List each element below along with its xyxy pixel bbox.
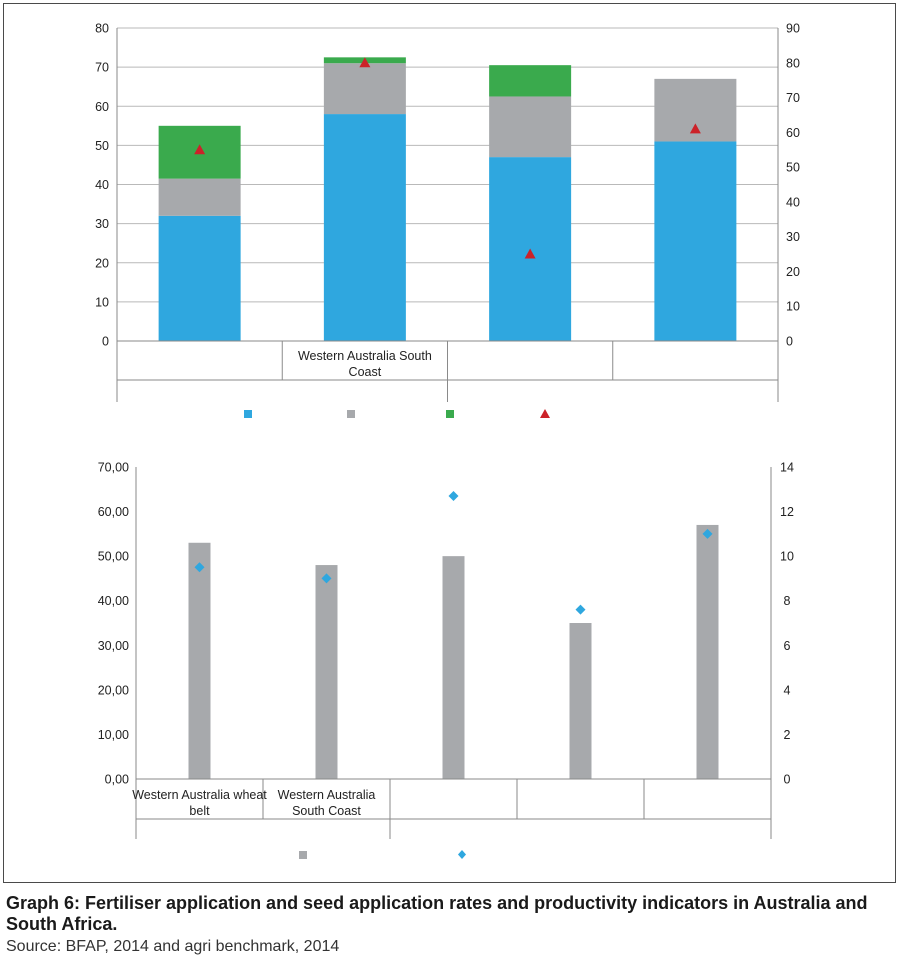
n-application-bar [654,141,737,341]
y2-tick-label: 20 [786,265,800,279]
y2-tick-label: 14 [780,461,794,475]
technical-productivity-bar [188,542,211,779]
economic-productivity-marker [575,604,586,615]
y2-tick-label: 30 [786,230,800,244]
y2-tick-label: 10 [786,300,800,314]
y-tick-label: 80 [95,22,109,36]
p-application-bar [323,63,406,115]
y2-tick-label: 0 [784,773,791,787]
y2-tick-label: 90 [786,22,800,36]
y-tick-label: 10,00 [98,728,129,742]
y-tick-label: 30,00 [98,639,129,653]
category-label: Western Australia wheat belt [132,788,267,818]
economic-productivity-marker [194,562,205,573]
y-tick-label: 0 [102,335,109,349]
legend-swatch-economic [458,850,466,859]
y2-tick-label: 2 [784,728,791,742]
economic-productivity-marker [321,573,332,584]
k-application-bar [489,65,572,97]
y-tick-label: 50 [95,139,109,153]
technical-productivity-bar [442,556,465,779]
y-tick-label: 0,00 [105,773,129,787]
y-tick-label: 10 [95,295,109,309]
y2-tick-label: 50 [786,161,800,175]
fertiliser-seed-chart: 0 10 20 30 40 50 60 70 80 0 10 20 30 40 50 60 70 80 90 West… [95,22,800,418]
y-tick-label: 50,00 [98,550,129,564]
technical-productivity-bar [315,565,338,779]
legend-swatch-technical [299,851,307,859]
y-tick-label: 40,00 [98,594,129,608]
caption-source: Source: BFAP, 2014 and agri benchmark, 2… [6,938,340,955]
y2-tick-label: 12 [780,505,794,519]
economic-productivity-marker [702,528,713,539]
legend-swatch-p [347,410,355,418]
y2-tick-label: 0 [786,335,793,349]
p-application-bar [158,178,241,216]
y-tick-label: 20 [95,256,109,270]
y2-tick-label: 4 [784,683,791,697]
n-application-bar [323,114,406,341]
y-tick-label: 70 [95,61,109,75]
legend-swatch-n [244,410,252,418]
y2-tick-label: 60 [786,126,800,140]
y-tick-label: 40 [95,178,109,192]
y-tick-label: 20,00 [98,683,129,697]
p-application-bar [489,96,572,158]
y2-tick-label: 8 [784,594,791,608]
y2-tick-label: 40 [786,195,800,209]
y-tick-label: 60 [95,100,109,114]
n-application-bar [158,215,241,341]
y2-tick-label: 70 [786,91,800,105]
figure-frame [3,3,896,883]
technical-productivity-bar [569,623,592,779]
y2-tick-label: 80 [786,56,800,70]
seed-application-marker [359,57,371,68]
category-label: Western Australia South Coast [298,349,432,379]
legend-swatch-seed [540,409,550,418]
y2-tick-label: 10 [780,550,794,564]
y2-tick-label: 6 [784,639,791,653]
productivity-chart: 0,00 10,00 20,00 30,00 40,00 50,00 60,00 70,00 0… [98,461,794,859]
caption: Graph 6: Fertiliser application and seed… [6,893,896,957]
seed-application-marker [689,123,701,134]
economic-productivity-marker [448,490,459,501]
seed-application-marker [524,248,536,259]
y-tick-label: 60,00 [98,505,129,519]
caption-title: Graph 6: Fertiliser application and seed… [6,893,868,934]
seed-application-marker [194,144,206,155]
category-label: Western Australia South Coast [278,788,376,818]
legend-swatch-k [446,410,454,418]
technical-productivity-bar [696,524,719,779]
y-tick-label: 70,00 [98,461,129,475]
y-tick-label: 30 [95,217,109,231]
